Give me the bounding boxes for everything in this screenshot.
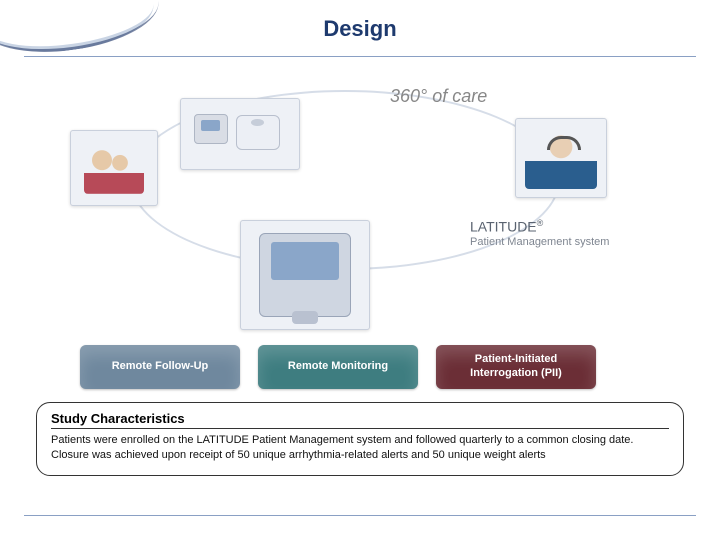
- divider-top: [24, 56, 696, 57]
- study-heading: Study Characteristics: [51, 411, 669, 429]
- study-body-text: Patients were enrolled on the LATITUDE P…: [51, 433, 669, 463]
- brand-reg: ®: [537, 218, 544, 228]
- pill-pii: Patient-InitiatedInterrogation (PII): [436, 345, 596, 389]
- care-cycle-diagram: 360° of care LATITUDE® Patient Managemen…: [70, 70, 650, 370]
- call-center-photo: [515, 118, 607, 198]
- pill-remote-followup: Remote Follow-Up: [80, 345, 240, 389]
- mode-pill-row: Remote Follow-Up Remote Monitoring Patie…: [80, 345, 596, 389]
- home-devices-photo: [180, 98, 300, 170]
- communicator-device-photo: [240, 220, 370, 330]
- brand-name: LATITUDE®: [470, 218, 543, 235]
- page-title: Design: [0, 16, 720, 42]
- brand-name-text: LATITUDE: [470, 219, 537, 235]
- tagline-text: 360° of care: [390, 86, 487, 107]
- pill-remote-monitoring: Remote Monitoring: [258, 345, 418, 389]
- divider-bottom: [24, 515, 696, 516]
- patient-photo: [70, 130, 158, 206]
- brand-subtitle: Patient Management system: [470, 236, 609, 248]
- study-characteristics-box: Study Characteristics Patients were enro…: [36, 402, 684, 476]
